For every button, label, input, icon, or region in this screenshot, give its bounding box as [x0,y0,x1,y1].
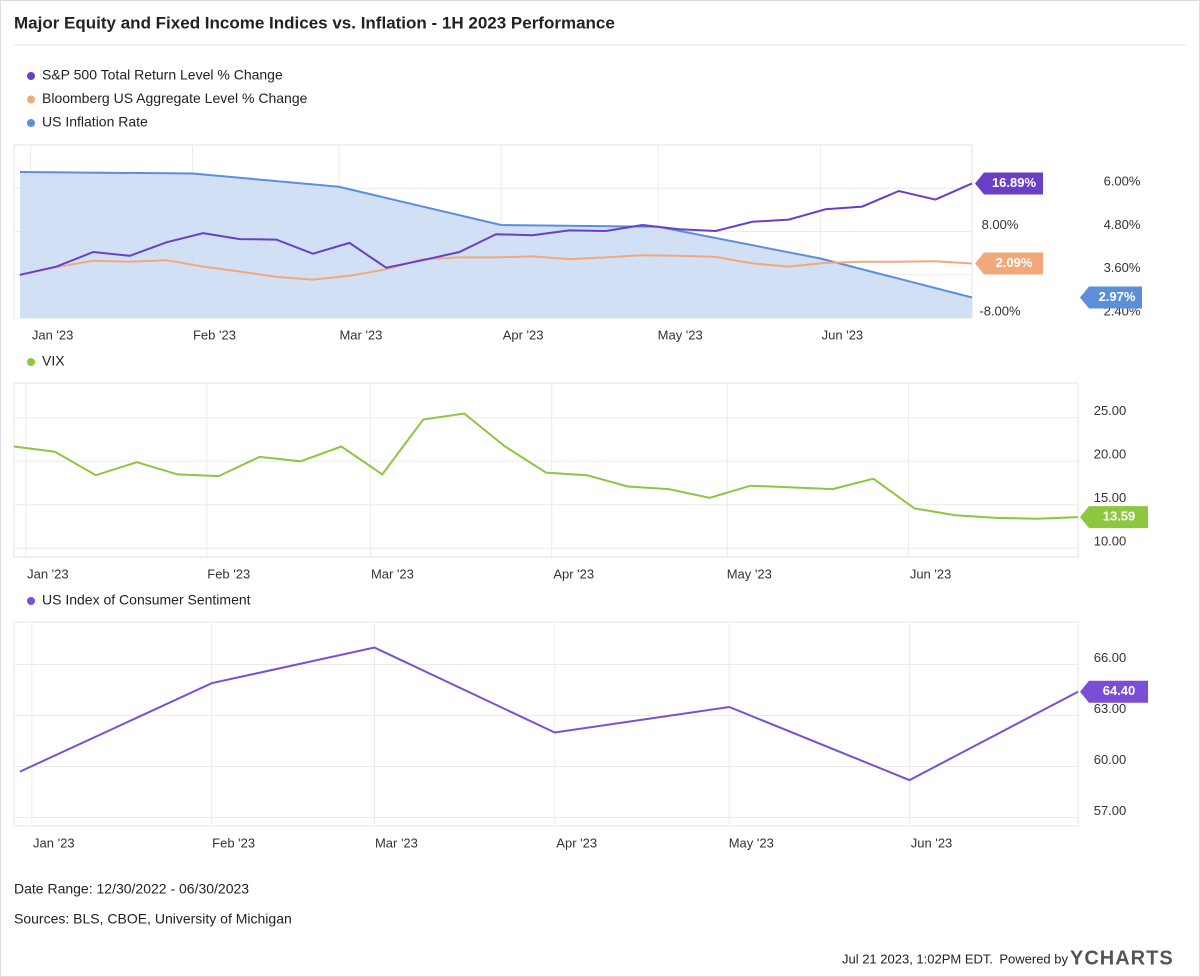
x-tick-label: Mar '23 [339,327,382,342]
legend-marker [27,358,35,366]
x-tick-label: Mar '23 [375,835,418,850]
x-tick-label: May '23 [727,566,772,581]
x-tick-label: May '23 [729,835,774,850]
legend-marker [27,119,35,127]
y-tick-label: 60.00 [1094,752,1127,767]
end-tag [1080,680,1148,703]
legend-marker [27,72,35,80]
x-tick-label: Feb '23 [193,327,236,342]
y2-tick-label: 4.80% [1104,217,1141,232]
y-tick-label: 20.00 [1094,447,1127,462]
page-title: Major Equity and Fixed Income Indices vs… [14,13,615,32]
y-tick-label: 57.00 [1094,803,1127,818]
y-tick-label: 10.00 [1094,534,1127,549]
plot-area [13,621,1079,827]
sources: Sources: BLS, CBOE, University of Michig… [14,911,292,927]
y-tick-label: -8.00% [979,303,1021,318]
x-tick-label: Jan '23 [32,327,74,342]
legend-label: Bloomberg US Aggregate Level % Change [42,90,308,106]
series-line [19,171,973,299]
series-line [13,412,1079,520]
end-label: 16.89% [992,175,1037,190]
series-line [19,182,973,276]
x-tick-label: Jun '23 [822,327,864,342]
end-label: 13.59 [1103,509,1136,524]
date-range: Date Range: 12/30/2022 - 06/30/2023 [14,881,249,897]
brand: YCHARTS [1070,947,1174,969]
legend-label: VIX [42,353,65,369]
end-label: 64.40 [1103,683,1136,698]
timestamp: Jul 21 2023, 1:02PM EDT. [842,951,993,966]
x-tick-label: Jun '23 [911,835,953,850]
end-tag [975,252,1043,275]
x-tick-label: Apr '23 [503,327,544,342]
end-label: 2.97% [1099,289,1136,304]
x-tick-label: Feb '23 [207,566,250,581]
x-tick-label: Jan '23 [27,566,69,581]
legend-label: US Inflation Rate [42,114,148,130]
y-tick-label: 63.00 [1094,701,1127,716]
y-tick-label: 8.00% [982,217,1019,232]
series-line [19,646,1079,782]
legend-marker [27,95,35,104]
y2-tick-label: 6.00% [1104,174,1141,189]
y2-tick-label: 3.60% [1104,260,1141,275]
x-tick-label: Apr '23 [556,835,597,850]
y-tick-label: 25.00 [1094,403,1127,418]
end-tag [975,172,1043,195]
series-area [20,172,972,318]
legend-label: US Index of Consumer Sentiment [42,592,251,608]
legend-label: S&P 500 Total Return Level % Change [42,67,283,83]
legend-marker [27,597,35,605]
y-tick-label: 66.00 [1094,650,1127,665]
end-tag [1080,506,1148,529]
x-tick-label: Feb '23 [212,835,255,850]
end-label: 2.09% [996,255,1033,270]
powered-by: Powered by [999,951,1068,966]
series-line [19,254,973,281]
x-tick-label: Mar '23 [371,566,414,581]
x-tick-label: May '23 [658,327,703,342]
x-tick-label: Jan '23 [33,835,75,850]
y-tick-label: 15.00 [1094,490,1127,505]
x-tick-label: Apr '23 [553,566,594,581]
x-tick-label: Jun '23 [910,566,952,581]
end-tag [1080,286,1142,309]
plot-area [13,382,1079,558]
